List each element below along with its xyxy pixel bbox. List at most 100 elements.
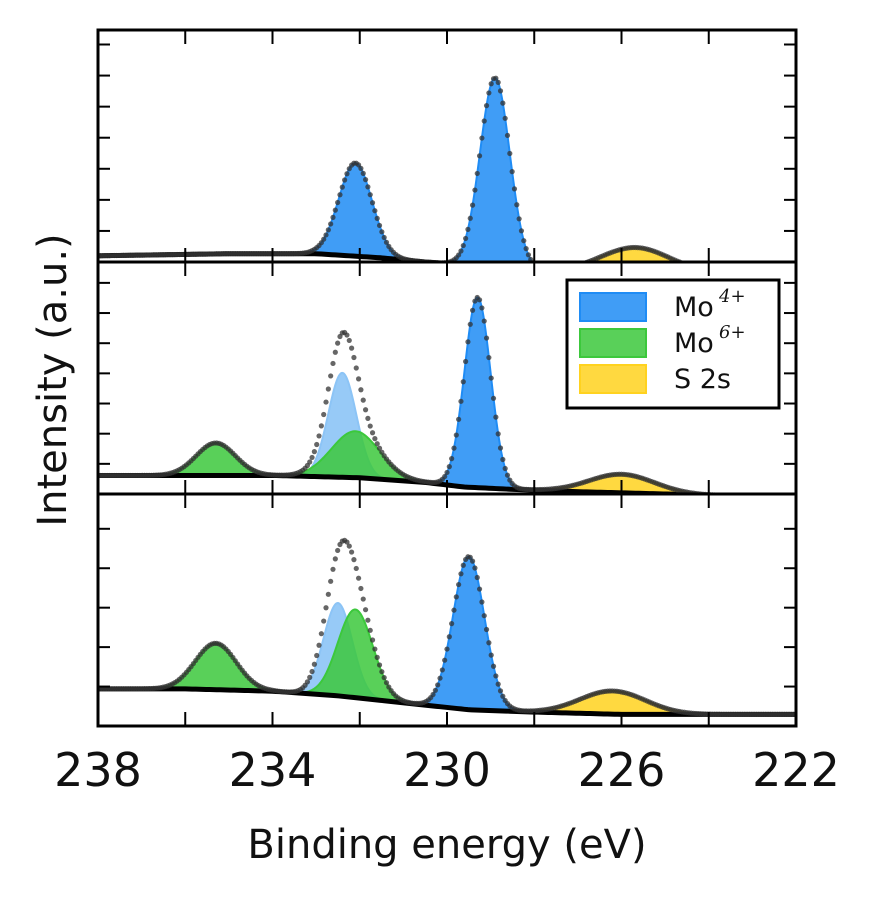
data-point [563, 265, 568, 270]
data-points [98, 75, 787, 275]
data-point [335, 547, 341, 554]
data-point [332, 349, 338, 355]
data-point [446, 464, 452, 470]
data-point [782, 270, 787, 275]
data-point [467, 215, 473, 221]
data-point [703, 267, 708, 272]
x-tick-label: 238 [54, 743, 142, 797]
data-point [321, 618, 327, 624]
data-point [495, 79, 501, 85]
x-ticks [184, 494, 710, 726]
data-point [483, 626, 490, 633]
data-point [549, 267, 554, 272]
data-point [726, 269, 731, 274]
data-point [309, 454, 315, 461]
peak-mo4-3 [404, 555, 533, 714]
x-axis-label: Binding energy (eV) [247, 822, 646, 868]
data-point [307, 674, 313, 680]
legend: Mo 4+ Mo 6+ S 2s [565, 278, 781, 410]
data-point [328, 221, 334, 227]
data-point [476, 297, 483, 303]
data-point [479, 135, 485, 141]
data-point [472, 565, 478, 571]
data-point [379, 229, 385, 235]
panel-frame-0 [96, 28, 798, 264]
x-tick-labels: 238 234 230 226 222 [54, 743, 840, 797]
data-point [486, 90, 492, 96]
data-point [451, 445, 457, 451]
data-point [733, 269, 738, 274]
data-point [789, 496, 794, 501]
panel-frame-2 [96, 492, 798, 728]
data-point [759, 270, 764, 275]
data-point [432, 687, 438, 693]
data-point [507, 150, 513, 157]
data-point [430, 691, 436, 698]
data-point [337, 192, 343, 198]
y-ticks [98, 43, 796, 232]
data-point [323, 399, 329, 405]
data-point [456, 416, 462, 422]
data-point [435, 682, 441, 688]
data-point [309, 668, 315, 675]
data-point [474, 170, 480, 177]
data-point [686, 263, 691, 268]
data-point [467, 554, 473, 560]
data-point [779, 270, 784, 275]
data-point [784, 496, 789, 501]
data-point [460, 562, 466, 568]
data-point [735, 270, 740, 275]
data-point [360, 397, 366, 403]
data-point [689, 264, 694, 269]
data-point [444, 469, 450, 476]
data-point [497, 688, 504, 694]
data-point [353, 565, 359, 572]
data-point [362, 407, 369, 413]
data-point [481, 613, 487, 619]
legend-sup-mo4: 4+ [718, 286, 746, 307]
data-point [323, 232, 329, 238]
data-point [714, 268, 719, 273]
data-point [747, 270, 752, 275]
x-ticks [184, 262, 710, 494]
data-point [355, 376, 362, 382]
data-point [749, 270, 754, 275]
data-point [360, 596, 366, 602]
data-point [518, 228, 525, 234]
data-point [325, 227, 331, 233]
data-point [367, 192, 373, 198]
data-point [572, 263, 577, 268]
data-point [449, 621, 455, 627]
data-point [770, 495, 775, 500]
data-point [365, 617, 371, 623]
data-point [740, 270, 745, 275]
data-point [717, 269, 722, 274]
data-point [344, 539, 350, 545]
data-point [693, 265, 698, 270]
data-point [346, 543, 352, 549]
data-point [369, 637, 376, 643]
data-point [344, 332, 350, 338]
data-point [772, 270, 777, 275]
data-point [476, 153, 483, 159]
data-point [369, 430, 376, 436]
x-tick-label: 234 [229, 743, 317, 797]
data-point [372, 646, 378, 652]
peak-mo6-0 [136, 441, 296, 478]
data-point [724, 269, 729, 274]
data-point [469, 558, 476, 564]
data-point [558, 266, 563, 271]
data-point [763, 270, 768, 275]
data-point [453, 432, 459, 438]
data-point [535, 264, 540, 269]
data-point [490, 663, 497, 669]
data-point [481, 118, 487, 124]
data-points [98, 294, 794, 501]
data-point [379, 669, 385, 675]
background-line [98, 686, 796, 717]
data-point [365, 184, 371, 190]
data-point [321, 411, 327, 418]
data-point [502, 115, 508, 121]
data-point [463, 358, 469, 365]
data-point [728, 269, 733, 274]
